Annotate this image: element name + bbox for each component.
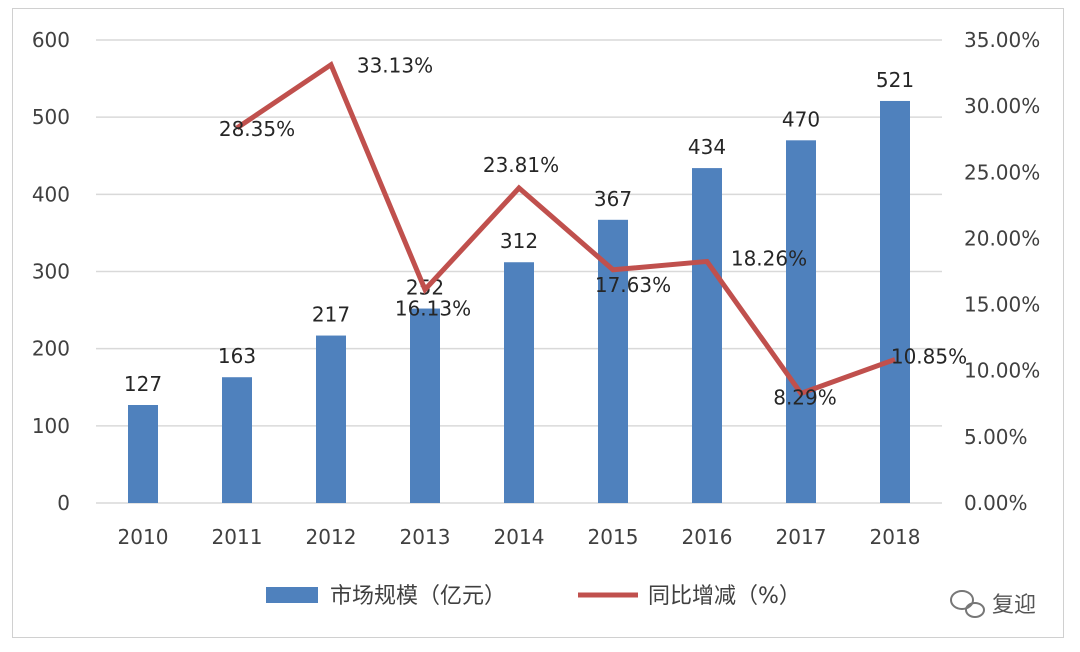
legend-label-bar: 市场规模（亿元） bbox=[330, 584, 506, 609]
y-right-tick-label: 25.00% bbox=[964, 160, 1040, 184]
bar-data-label: 521 bbox=[876, 68, 914, 92]
bar bbox=[128, 404, 158, 503]
bar-data-label: 217 bbox=[312, 303, 350, 327]
x-tick-label: 2014 bbox=[494, 525, 545, 549]
line-data-label: 10.85% bbox=[891, 344, 967, 368]
bar-data-label: 312 bbox=[500, 229, 538, 253]
x-tick-label: 2016 bbox=[682, 525, 733, 549]
legend-swatch-bar bbox=[266, 587, 318, 603]
line-data-label: 17.63% bbox=[595, 273, 671, 297]
bar bbox=[222, 377, 252, 503]
bar bbox=[316, 335, 346, 503]
bar bbox=[410, 308, 440, 503]
bar bbox=[786, 140, 816, 504]
x-tick-label: 2018 bbox=[870, 525, 921, 549]
y-right-tick-label: 5.00% bbox=[964, 425, 1028, 449]
y-left-tick-label: 300 bbox=[32, 260, 70, 284]
bar-data-label: 127 bbox=[124, 372, 162, 396]
line-data-label: 28.35% bbox=[219, 117, 295, 141]
y-left-tick-label: 400 bbox=[32, 182, 70, 206]
x-tick-label: 2015 bbox=[588, 525, 639, 549]
bar bbox=[692, 168, 722, 503]
y-right-tick-label: 10.00% bbox=[964, 359, 1040, 383]
line-data-label: 16.13% bbox=[395, 297, 471, 321]
y-left-tick-label: 0 bbox=[57, 491, 70, 515]
y-right-tick-label: 20.00% bbox=[964, 226, 1040, 250]
bar bbox=[880, 100, 910, 503]
wechat-icon bbox=[950, 590, 985, 618]
y-right-tick-label: 0.00% bbox=[964, 491, 1028, 515]
line-data-label: 18.26% bbox=[731, 246, 807, 270]
y-left-tick-label: 600 bbox=[32, 28, 70, 52]
bar-data-label: 434 bbox=[688, 135, 726, 159]
y-left-tick-label: 200 bbox=[32, 337, 70, 361]
bar-data-label: 470 bbox=[782, 107, 820, 131]
legend-label-line: 同比增减（%） bbox=[648, 584, 801, 609]
line-series-path bbox=[235, 60, 896, 397]
x-tick-label: 2017 bbox=[776, 525, 827, 549]
x-tick-label: 2010 bbox=[118, 525, 169, 549]
y-left-tick-label: 100 bbox=[32, 414, 70, 438]
x-tick-label: 2013 bbox=[400, 525, 451, 549]
y-right-tick-label: 35.00% bbox=[964, 28, 1040, 52]
x-tick-label: 2012 bbox=[306, 525, 357, 549]
bar-data-label: 163 bbox=[218, 344, 256, 368]
watermark-text: 复迎 bbox=[992, 593, 1036, 618]
line-data-label: 8.29% bbox=[773, 385, 837, 409]
bar-data-label: 367 bbox=[594, 187, 632, 211]
y-right-tick-label: 15.00% bbox=[964, 293, 1040, 317]
y-left-tick-label: 500 bbox=[32, 105, 70, 129]
bar bbox=[504, 262, 534, 503]
x-tick-label: 2011 bbox=[212, 525, 263, 549]
line-data-label: 23.81% bbox=[483, 153, 559, 177]
y-right-tick-label: 30.00% bbox=[964, 94, 1040, 118]
line-data-label: 33.13% bbox=[357, 54, 433, 78]
